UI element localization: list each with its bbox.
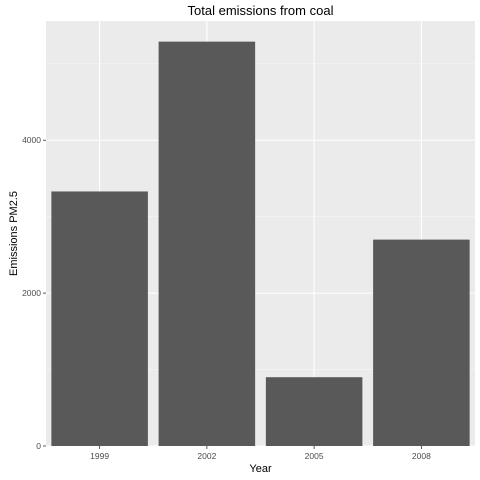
bar-2005 bbox=[266, 377, 363, 446]
x-tick-label: 1999 bbox=[90, 451, 109, 461]
x-tick-label: 2002 bbox=[197, 451, 216, 461]
x-axis-title: Year bbox=[249, 463, 272, 475]
chart-title: Total emissions from coal bbox=[188, 3, 334, 18]
bar-2002 bbox=[159, 42, 256, 446]
bar-2008 bbox=[373, 240, 470, 446]
y-tick-label: 2000 bbox=[22, 288, 41, 298]
x-tick-label: 2005 bbox=[305, 451, 324, 461]
bar-1999 bbox=[51, 191, 148, 446]
x-tick-label: 2008 bbox=[412, 451, 431, 461]
y-axis-title: Emissions PM2.5 bbox=[8, 191, 20, 276]
y-tick-label: 0 bbox=[36, 441, 41, 451]
y-tick-label: 4000 bbox=[22, 135, 41, 145]
